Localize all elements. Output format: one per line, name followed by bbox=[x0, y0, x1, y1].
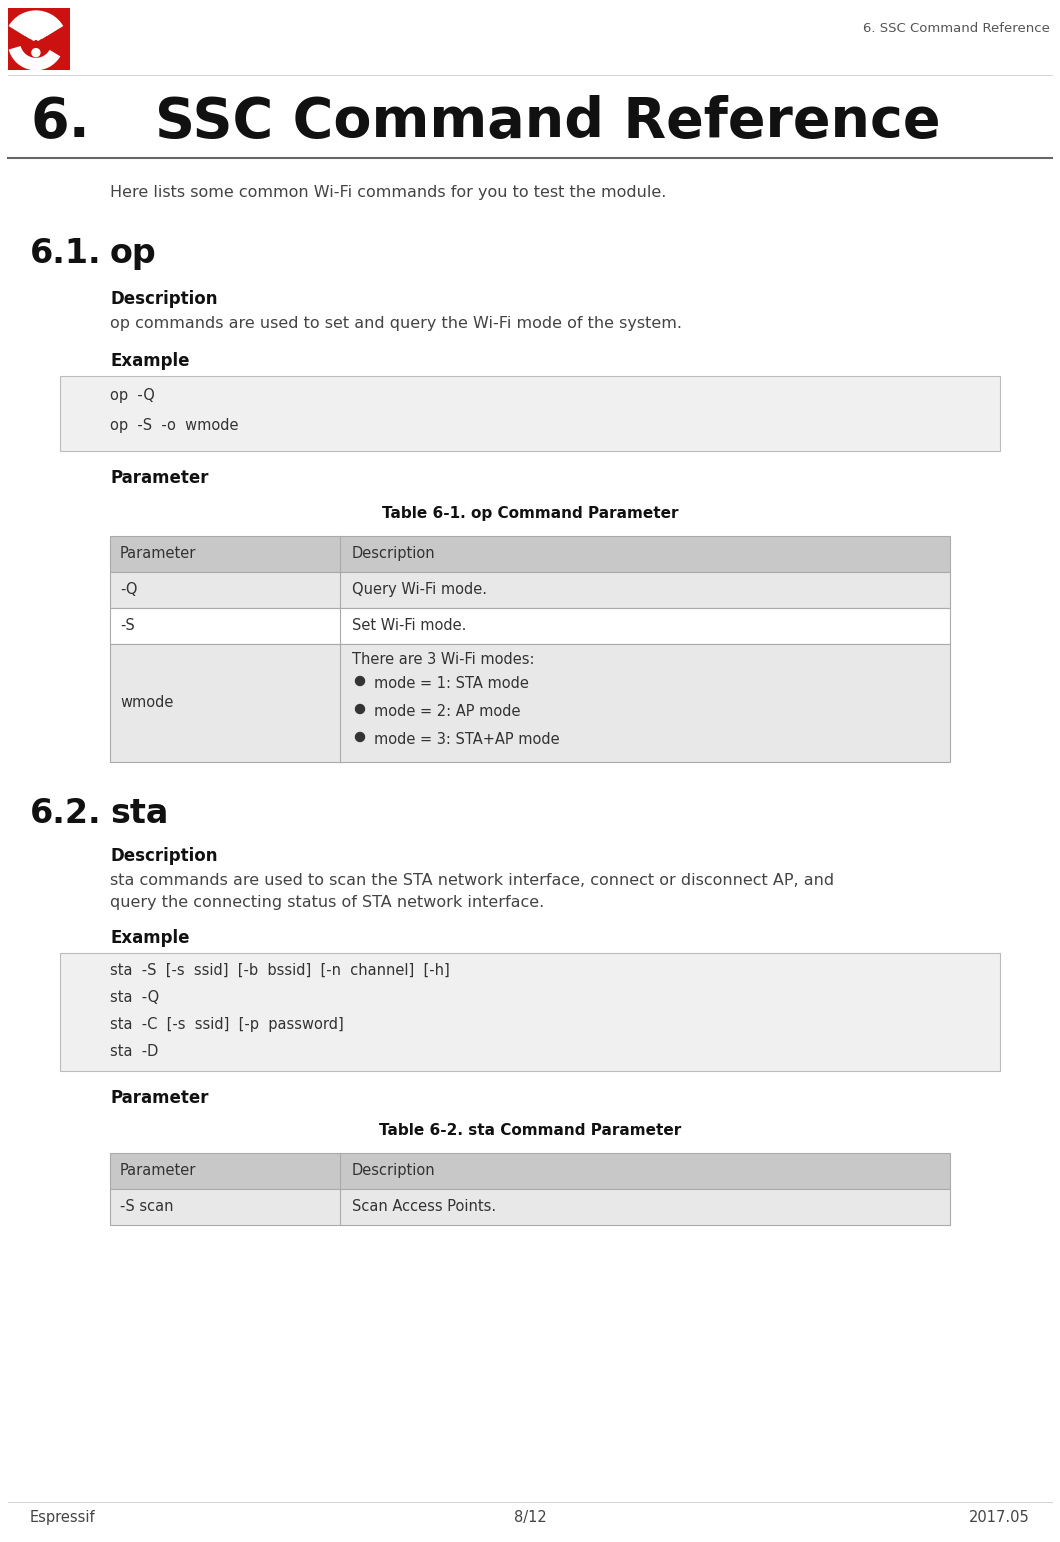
Text: Example: Example bbox=[110, 352, 190, 370]
Text: 2017.05: 2017.05 bbox=[969, 1510, 1030, 1525]
Text: -Q: -Q bbox=[120, 581, 138, 597]
Text: Parameter: Parameter bbox=[120, 546, 196, 561]
Text: sta  -Q: sta -Q bbox=[110, 990, 159, 1005]
Circle shape bbox=[355, 705, 365, 714]
Text: -S scan: -S scan bbox=[120, 1200, 174, 1214]
Bar bbox=[60, 953, 1000, 1072]
Text: Description: Description bbox=[110, 290, 217, 308]
Text: sta commands are used to scan the STA network interface, connect or disconnect A: sta commands are used to scan the STA ne… bbox=[110, 873, 834, 888]
Bar bbox=[60, 376, 1000, 450]
Text: wmode: wmode bbox=[120, 695, 174, 709]
Text: mode = 2: AP mode: mode = 2: AP mode bbox=[374, 705, 520, 719]
Text: sta: sta bbox=[110, 797, 169, 830]
Text: mode = 3: STA+AP mode: mode = 3: STA+AP mode bbox=[374, 732, 560, 746]
Text: Set Wi-Fi mode.: Set Wi-Fi mode. bbox=[352, 618, 466, 634]
Bar bbox=[110, 1153, 950, 1189]
Bar bbox=[110, 1189, 950, 1224]
Bar bbox=[110, 572, 950, 608]
Circle shape bbox=[355, 677, 365, 686]
Text: sta  -S  [-s  ssid]  [-b  bssid]  [-n  channel]  [-h]: sta -S [-s ssid] [-b bssid] [-n channel]… bbox=[110, 964, 449, 978]
Text: Scan Access Points.: Scan Access Points. bbox=[352, 1200, 496, 1214]
Text: Espressif: Espressif bbox=[30, 1510, 95, 1525]
Text: Example: Example bbox=[110, 928, 190, 947]
Text: Table 6-1. op Command Parameter: Table 6-1. op Command Parameter bbox=[382, 506, 678, 521]
Text: Description: Description bbox=[352, 1163, 436, 1178]
Text: Here lists some common Wi-Fi commands for you to test the module.: Here lists some common Wi-Fi commands fo… bbox=[110, 185, 667, 200]
Circle shape bbox=[32, 49, 40, 57]
Text: query the connecting status of STA network interface.: query the connecting status of STA netwo… bbox=[110, 894, 544, 910]
Text: 8/12: 8/12 bbox=[514, 1510, 546, 1525]
Text: There are 3 Wi-Fi modes:: There are 3 Wi-Fi modes: bbox=[352, 652, 534, 668]
Text: sta  -D: sta -D bbox=[110, 1044, 158, 1059]
Text: Parameter: Parameter bbox=[110, 469, 209, 487]
Text: SSC Command Reference: SSC Command Reference bbox=[155, 96, 940, 150]
Text: op  -Q: op -Q bbox=[110, 389, 155, 402]
Bar bbox=[8, 8, 70, 69]
Text: Query Wi-Fi mode.: Query Wi-Fi mode. bbox=[352, 581, 487, 597]
Text: Description: Description bbox=[352, 546, 436, 561]
Text: op commands are used to set and query the Wi-Fi mode of the system.: op commands are used to set and query th… bbox=[110, 316, 682, 332]
Text: 6.: 6. bbox=[30, 96, 90, 150]
Bar bbox=[110, 608, 950, 645]
Text: Description: Description bbox=[110, 847, 217, 865]
Text: 6.1.: 6.1. bbox=[30, 237, 102, 270]
Text: -S: -S bbox=[120, 618, 135, 634]
Bar bbox=[110, 537, 950, 572]
Text: 6.2.: 6.2. bbox=[30, 797, 102, 830]
Text: sta  -C  [-s  ssid]  [-p  password]: sta -C [-s ssid] [-p password] bbox=[110, 1018, 343, 1032]
Text: 6. SSC Command Reference: 6. SSC Command Reference bbox=[863, 22, 1050, 35]
Text: op: op bbox=[110, 237, 157, 270]
Bar bbox=[110, 645, 950, 762]
Text: mode = 1: STA mode: mode = 1: STA mode bbox=[374, 675, 529, 691]
Text: Parameter: Parameter bbox=[120, 1163, 196, 1178]
Text: op  -S  -o  wmode: op -S -o wmode bbox=[110, 418, 238, 433]
Text: Table 6-2. sta Command Parameter: Table 6-2. sta Command Parameter bbox=[378, 1123, 682, 1138]
Circle shape bbox=[355, 732, 365, 742]
Text: Parameter: Parameter bbox=[110, 1089, 209, 1107]
